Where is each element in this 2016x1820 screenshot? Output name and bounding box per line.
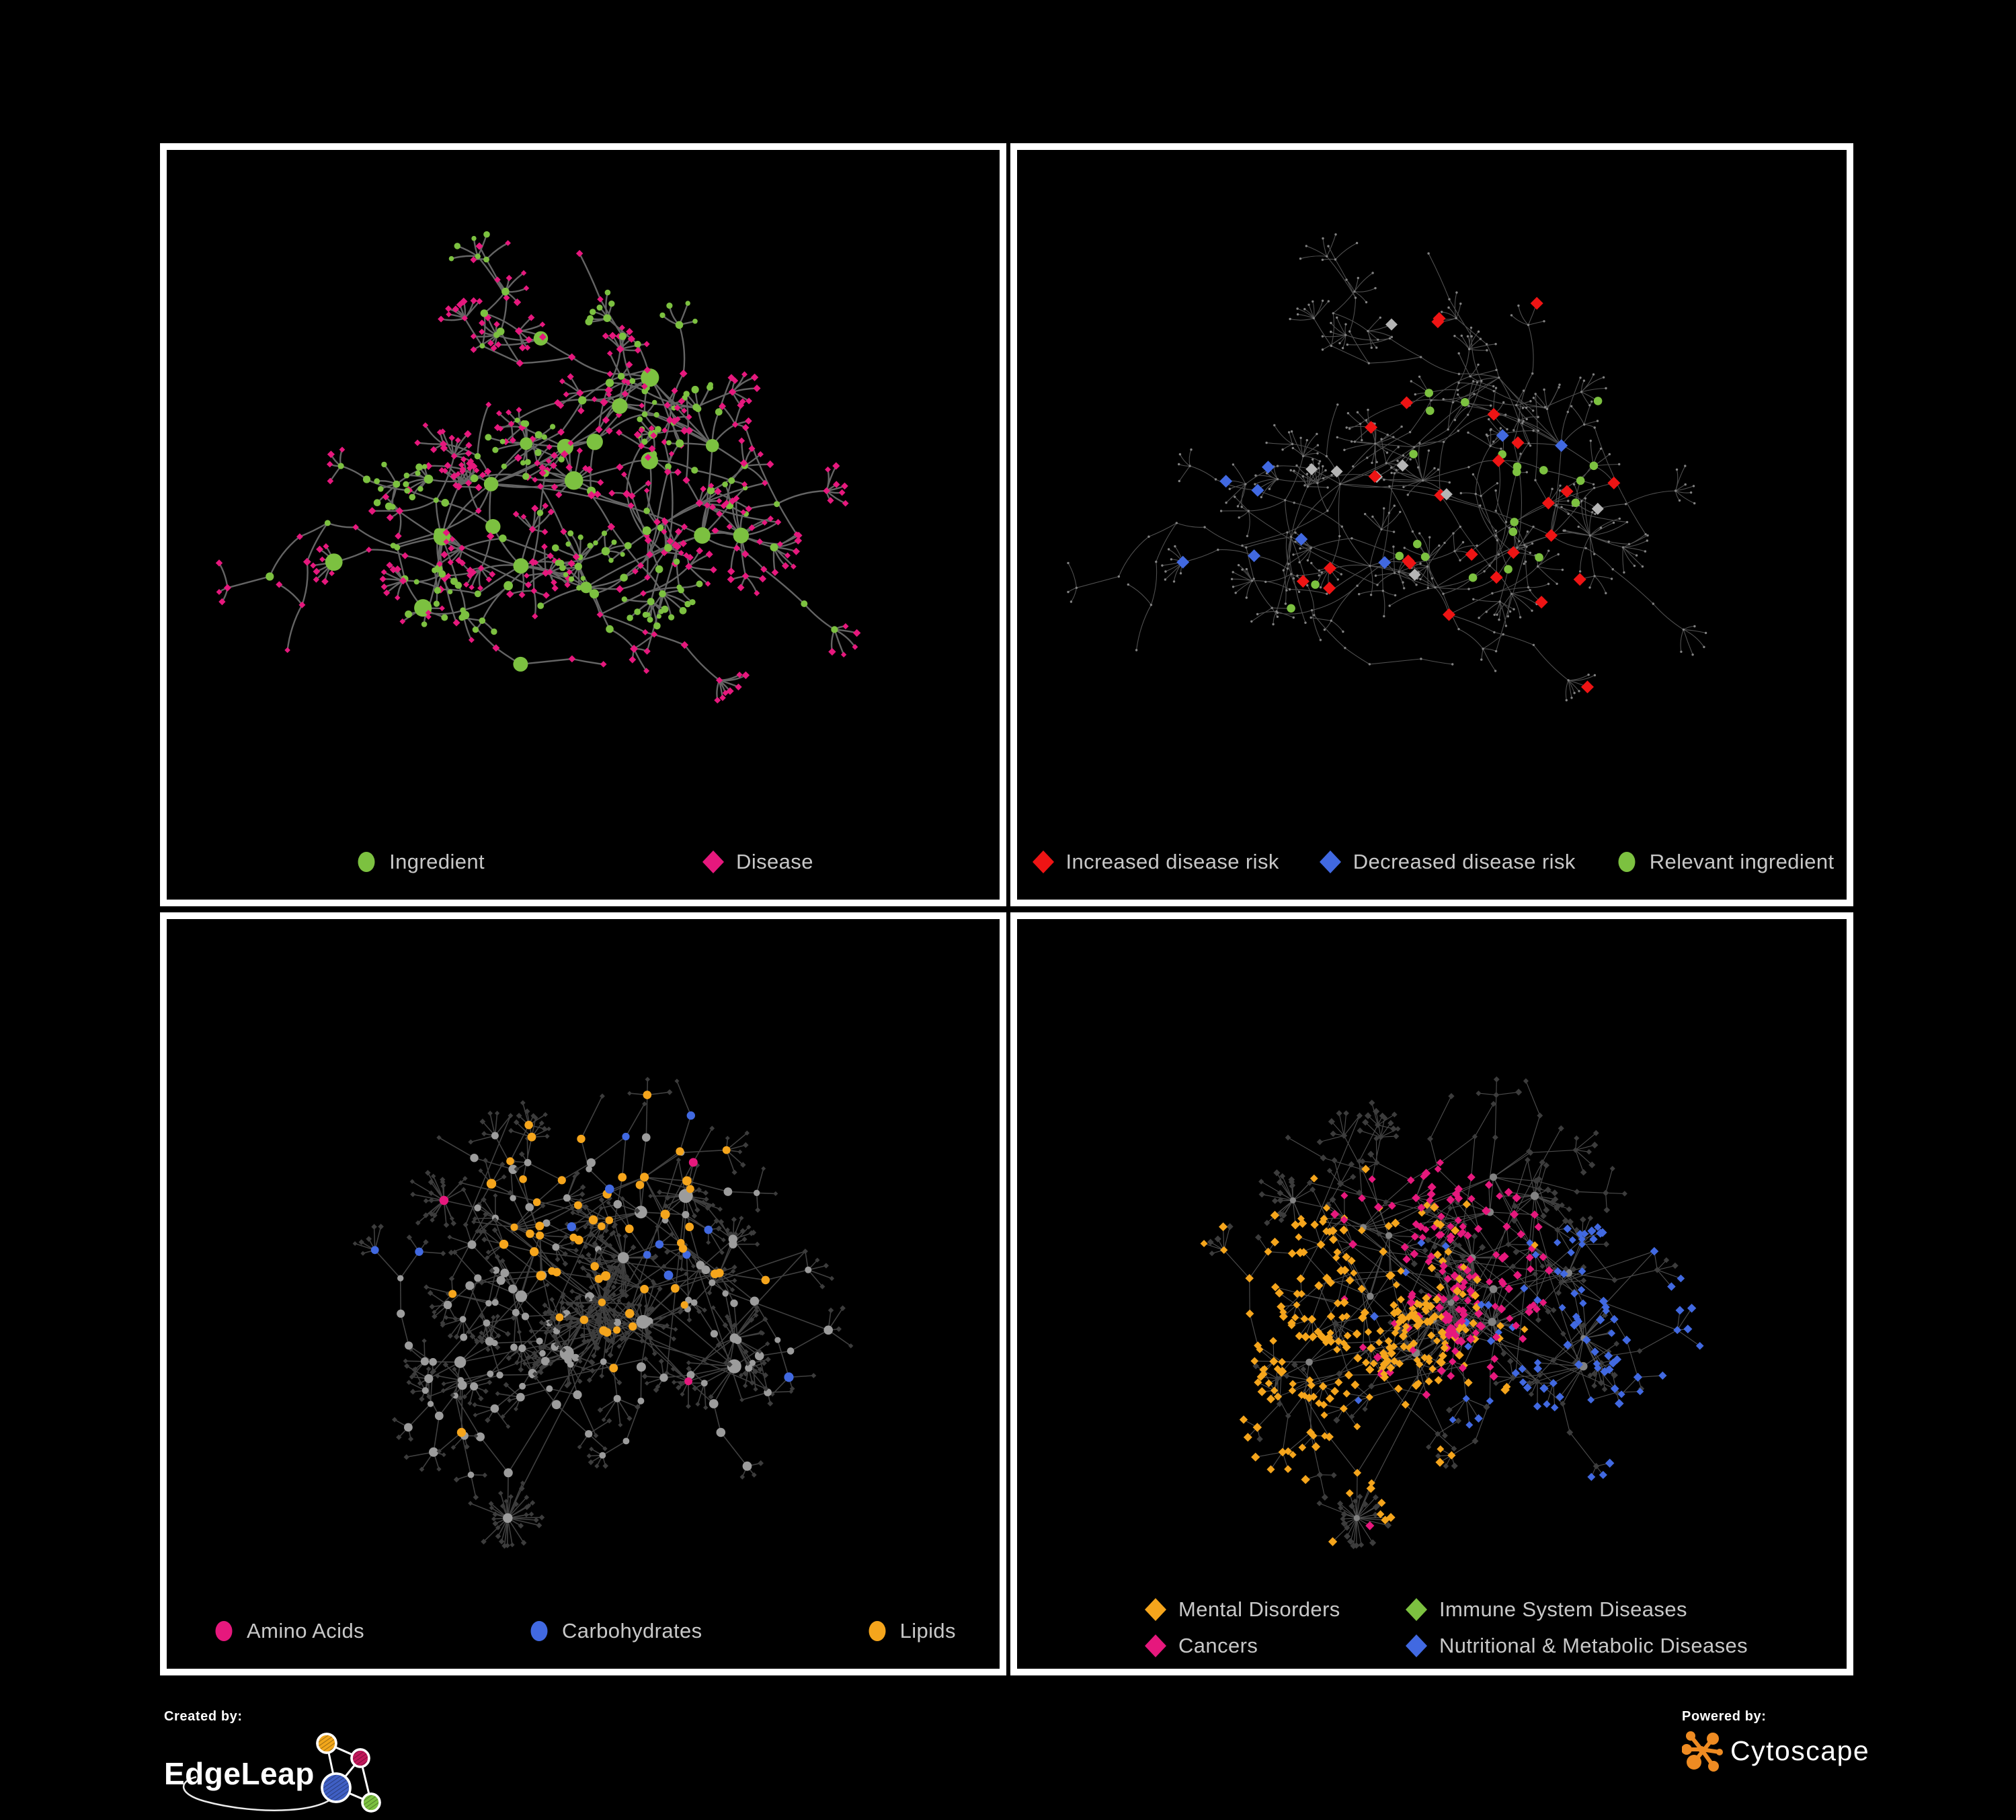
nodes-layer [215,231,861,704]
legend-label: Amino Acids [247,1619,365,1643]
edgeleap-logo-icon [182,1733,381,1813]
panel-disease-classes-network: Mental Disorders Immune System Diseases Ca… [1010,912,1853,1675]
network-canvas [352,1076,854,1549]
legend-label: Carbohydrates [562,1619,702,1643]
legend-marker-circle [526,1618,553,1645]
legend-item: Cancers [1142,1632,1403,1659]
legend-item: Lipids [864,1618,956,1645]
legend-item: Amino Acids [210,1618,364,1645]
legend-label: Relevant ingredient [1649,850,1834,873]
legend-item: Carbohydrates [526,1618,702,1645]
legend: Increased disease risk Decreased disease … [1017,848,1847,875]
legend-marker-diamond [1142,1632,1169,1659]
highlight-nodes-layer [370,1091,794,1437]
legend-marker-diamond [1030,848,1057,875]
edges-layer [218,234,857,701]
legend-label: Disease [736,850,813,873]
legend-item: Immune System Diseases [1403,1596,1748,1623]
legend: Amino Acids Carbohydrates Lipids [167,1618,1000,1645]
legend-label: Nutritional & Metabolic Diseases [1439,1634,1748,1657]
legend-item: Nutritional & Metabolic Diseases [1403,1632,1748,1659]
edges-layer [1203,1079,1701,1546]
legend-item: Mental Disorders [1142,1596,1403,1623]
highlight-nodes-layer [1176,296,1621,694]
legend-marker-diamond [1142,1596,1169,1623]
cytoscape-wordmark: Cytoscape [1730,1735,1870,1766]
legend-marker-circle [210,1618,237,1645]
legend-label: Cancers [1178,1634,1258,1657]
legend-marker-circle [864,1618,891,1645]
legend-marker-diamond [1403,1596,1430,1623]
cytoscape-logo-icon [1682,1731,1723,1772]
legend-item: Decreased disease risk [1317,848,1576,875]
legend-label: Immune System Diseases [1439,1597,1687,1621]
powered-by-branding: Powered by: Cytoscape [1682,1709,1869,1772]
legend-item: Disease [700,848,813,875]
edges-layer [1067,234,1706,701]
legend-label: Lipids [899,1619,956,1643]
highlight-nodes-layer [1200,1158,1704,1546]
edgeleap-wordmark: EdgeLeap [164,1756,315,1791]
edges-layer [354,1079,852,1546]
legend-marker-diamond [700,848,727,875]
legend-marker-circle [353,848,380,875]
legend-item: Relevant ingredient [1613,848,1834,875]
network-canvas [1067,233,1707,702]
panel-ingredient-classes-network: Amino Acids Carbohydrates Lipids [160,912,1006,1675]
panel-disease-risk-network: Increased disease risk Decreased disease … [1010,143,1853,906]
created-by-label: Created by: [164,1709,243,1724]
legend-label: Mental Disorders [1178,1597,1340,1621]
legend-marker-circle [1613,848,1640,875]
legend-marker-diamond [1317,848,1344,875]
powered-by-label: Powered by: [1682,1709,1767,1724]
created-by-branding: Created by: EdgeLeap [164,1709,393,1817]
nodes-layer [1067,233,1707,702]
legend-label: Ingredient [389,850,485,873]
legend-item: Ingredient [353,848,485,875]
network-canvas [215,231,861,704]
panel-ingredient-disease-network: Ingredient Disease [160,143,1006,906]
legend: Mental Disorders Immune System Diseases Ca… [1142,1596,1748,1659]
legend-item: Increased disease risk [1030,848,1279,875]
legend: Ingredient Disease [167,848,1000,875]
network-canvas [1200,1076,1704,1550]
legend-label: Decreased disease risk [1353,850,1576,873]
legend-label: Increased disease risk [1065,850,1279,873]
legend-marker-diamond [1403,1632,1430,1659]
